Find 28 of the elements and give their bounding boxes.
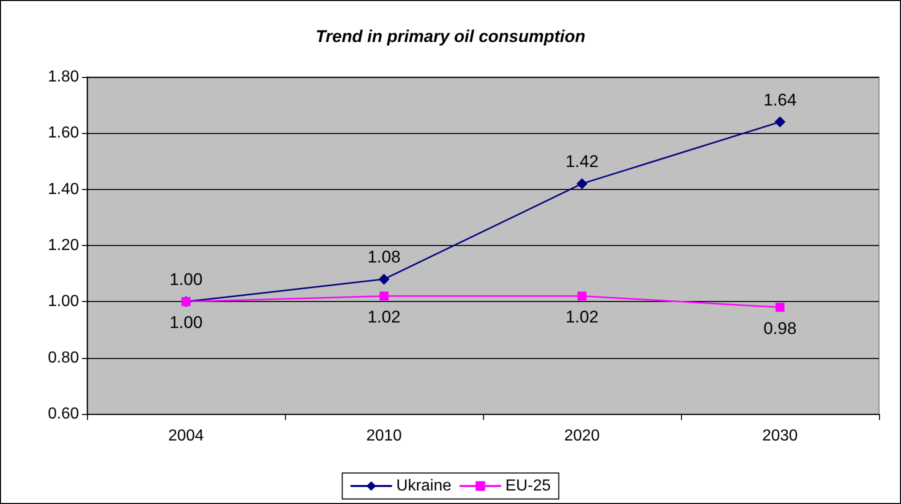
data-label: 0.98	[763, 318, 797, 338]
y-tick-label: 1.40	[48, 180, 80, 198]
y-tick-label: 0.80	[48, 349, 80, 366]
data-label: 1.02	[565, 308, 599, 327]
data-label: 1.02	[367, 308, 401, 327]
data-label: 1.42	[565, 152, 599, 172]
legend-label: Ukraine	[396, 478, 452, 494]
point	[576, 178, 588, 190]
data-label: 1.00	[169, 313, 203, 332]
y-tick-label: 1.60	[48, 124, 80, 142]
y-tick-label: 1.00	[48, 293, 80, 310]
x-tick-label: 2010	[366, 428, 402, 444]
data-label: 1.64	[763, 90, 797, 110]
data-label: 1.08	[367, 248, 401, 267]
point	[380, 292, 388, 301]
x-tick-label: 2004	[168, 428, 204, 444]
y-tick-label: 1.80	[48, 68, 80, 86]
legend-label: EU-25	[505, 478, 551, 494]
y-tick-label: 1.20	[48, 237, 80, 254]
point	[578, 292, 586, 301]
y-tick-label: 0.60	[48, 406, 80, 422]
x-tick-label: 2020	[564, 428, 600, 444]
point	[776, 302, 784, 312]
data-label: 1.00	[169, 270, 203, 290]
x-tick-label: 2030	[762, 428, 798, 444]
point	[378, 274, 390, 285]
chart-title: Trend in primary oil consumption	[316, 27, 586, 46]
point	[774, 116, 786, 128]
